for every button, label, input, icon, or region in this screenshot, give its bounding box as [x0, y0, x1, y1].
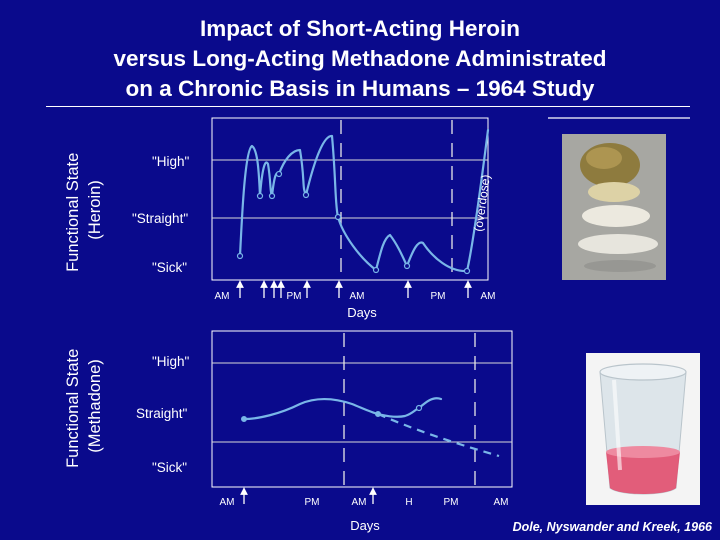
heroin-point: [256, 192, 264, 200]
heroin-x-tick-label: AM: [350, 291, 365, 302]
heroin-point: [372, 266, 380, 274]
heroin-plot-frame: [211, 117, 489, 281]
cup-liquid-surface: [606, 446, 680, 458]
heroin-curve-points: [236, 170, 471, 275]
cup-rim: [599, 363, 687, 381]
heroin-tan-pile: [588, 182, 640, 202]
heroin-x-tick-label: PM: [287, 291, 302, 302]
heroin-point: [463, 267, 471, 275]
methadone-x-axis-label: Days: [350, 518, 380, 533]
methadone-projection-dashed: [377, 412, 500, 458]
heroin-point: [302, 191, 310, 199]
methadone-x-tick-label: AM: [220, 497, 235, 508]
methadone-dose-arrows: [240, 487, 377, 504]
methadone-cup-photo: [586, 353, 700, 505]
title-underline: [46, 106, 690, 107]
heroin-state-sick: "Sick": [152, 260, 187, 275]
heroin-y-axis-label-line1: Functional State: [64, 153, 82, 272]
heroin-white-pile-lower: [578, 234, 658, 254]
methadone-point-open: [415, 404, 423, 412]
title-line-1: Impact of Short-Acting Heroin: [200, 16, 520, 41]
methadone-point: [241, 416, 247, 422]
heroin-x-axis-label: Days: [347, 305, 377, 320]
methadone-state-high: "High": [152, 354, 190, 369]
heroin-point: [275, 170, 283, 178]
heroin-x-tick-label: AM: [481, 291, 496, 302]
heroin-point: [236, 252, 244, 260]
cup-highlight: [612, 379, 622, 471]
title-line-3: on a Chronic Basis in Humans – 1964 Stud…: [125, 76, 595, 101]
heroin-state-high: "High": [152, 154, 190, 169]
heroin-curve: [238, 128, 490, 273]
heroin-photo: [562, 134, 666, 280]
heroin-overdose-annotation: (overdose): [471, 174, 493, 233]
methadone-y-axis-label-line1: Functional State: [64, 349, 82, 468]
heroin-point: [268, 192, 276, 200]
cup-liquid: [606, 452, 680, 494]
heroin-chart: Functional State (Heroin) "High" "Straig…: [64, 117, 496, 320]
heroin-white-pile: [582, 205, 650, 227]
heroin-powder-shadow: [584, 260, 656, 272]
methadone-chart: Functional State (Methadone) "High" Stra…: [64, 330, 513, 533]
heroin-point: [403, 262, 411, 270]
methadone-point: [375, 411, 381, 417]
source-credit: Dole, Nyswander and Kreek, 1966: [512, 520, 712, 534]
methadone-plot-frame: [211, 330, 513, 488]
methadone-y-axis-label-line2: (Methadone): [86, 359, 104, 453]
heroin-state-straight: "Straight": [132, 211, 188, 226]
methadone-y-axis-label: Functional State (Methadone): [64, 344, 104, 468]
methadone-curve-points: [241, 411, 381, 422]
methadone-curve: [242, 397, 443, 421]
methadone-x-tick-label: H: [405, 497, 412, 508]
methadone-x-tick-label: AM: [494, 497, 509, 508]
heroin-point: [334, 213, 342, 221]
heroin-x-tick-label: PM: [431, 291, 446, 302]
methadone-x-tick-label: AM: [352, 497, 367, 508]
methadone-state-straight: Straight": [136, 406, 188, 421]
heroin-y-axis-label-line2: (Heroin): [86, 180, 104, 240]
chart-title: Impact of Short-Acting Heroin versus Lon…: [30, 14, 690, 104]
heroin-brown-pile-highlight: [586, 147, 622, 169]
methadone-x-tick-label: PM: [305, 497, 320, 508]
methadone-x-tick-label: PM: [444, 497, 459, 508]
title-line-2: versus Long-Acting Methadone Administrat…: [113, 46, 607, 71]
methadone-state-sick: "Sick": [152, 460, 187, 475]
heroin-y-axis-label: Functional State (Heroin): [64, 148, 104, 272]
heroin-x-tick-label: AM: [215, 291, 230, 302]
heroin-dose-arrows: [236, 280, 472, 298]
